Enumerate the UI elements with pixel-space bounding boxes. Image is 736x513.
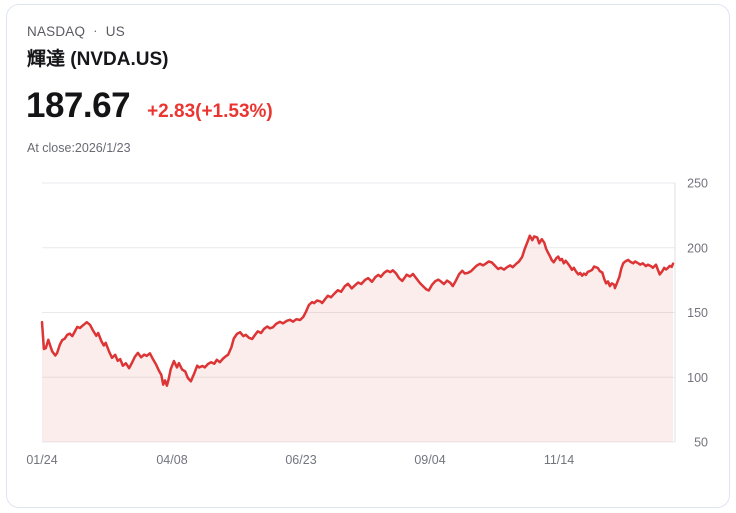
- svg-text:250: 250: [687, 177, 708, 191]
- stock-name: 輝達 (NVDA.US): [27, 49, 169, 70]
- svg-text:11/14: 11/14: [544, 453, 574, 467]
- market-label: US: [105, 24, 125, 39]
- price-change: +2.83(+1.53%): [147, 101, 273, 122]
- close-time-label: At close:2026/1/23: [27, 141, 131, 155]
- exchange-label: NASDAQ: [27, 24, 86, 39]
- grid-lines: [42, 182, 675, 443]
- quote-card: [6, 4, 730, 508]
- svg-text:200: 200: [687, 241, 708, 255]
- price-area: [42, 235, 673, 442]
- svg-text:150: 150: [687, 306, 708, 320]
- y-axis-labels: 250 200 150 100 50: [687, 177, 708, 450]
- exchange-row: NASDAQ · US: [27, 23, 125, 39]
- svg-text:100: 100: [687, 371, 708, 385]
- x-axis-labels: 01/24 04/08 06/23 09/04 11/14: [26, 453, 574, 467]
- svg-text:50: 50: [694, 436, 708, 450]
- svg-text:04/08: 04/08: [156, 453, 187, 467]
- svg-text:01/24: 01/24: [26, 453, 57, 467]
- svg-text:09/04: 09/04: [414, 453, 445, 467]
- last-price: 187.67: [26, 86, 131, 125]
- svg-text:06/23: 06/23: [285, 453, 316, 467]
- price-row: 187.67 +2.83(+1.53%): [26, 88, 273, 123]
- dot-separator: ·: [93, 23, 98, 38]
- price-line: [40, 234, 675, 387]
